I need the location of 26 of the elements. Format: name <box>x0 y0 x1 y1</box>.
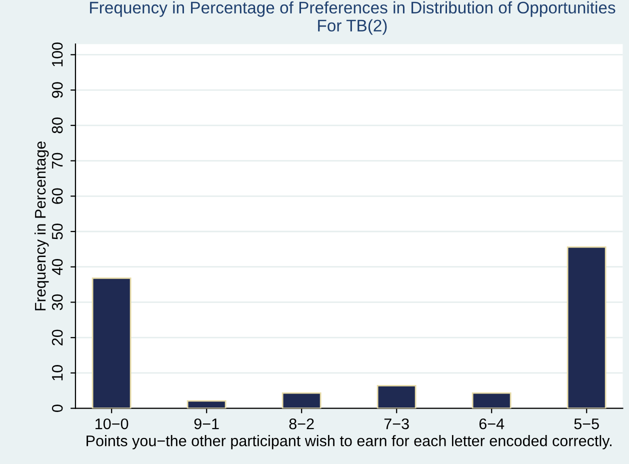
y-tick-label: 20 <box>52 330 63 346</box>
y-tick-label: 30 <box>52 294 63 310</box>
y-tick-label: 70 <box>52 152 63 168</box>
x-tick-label: 7−3 <box>384 418 409 430</box>
y-tick-label: 10 <box>52 365 63 380</box>
x-tick-label: 9−1 <box>194 418 219 430</box>
x-tick-label: 10−0 <box>96 418 128 430</box>
y-tick-label: 50 <box>52 224 63 240</box>
y-tick-label: 0 <box>52 404 63 412</box>
bar <box>282 392 322 408</box>
y-tick-label: 60 <box>52 188 63 204</box>
y-tick-label: 100 <box>52 42 63 66</box>
bar <box>186 400 226 408</box>
bar <box>566 246 606 408</box>
y-axis-title: Frequency in Percentage <box>34 142 49 310</box>
x-tick-label: 6−4 <box>479 418 504 430</box>
x-tick-label: 8−2 <box>289 418 314 430</box>
bar <box>472 392 512 408</box>
bar <box>92 277 132 408</box>
bar <box>376 384 416 408</box>
x-axis-title: Points you−the other participant wish to earn for each letter encoded correctly. <box>86 435 612 450</box>
chart-title: Frequency in Percentage of Preferences in Distribution of Opportunities For TB(2) <box>90 1 616 35</box>
x-tick-label: 5−5 <box>574 418 599 430</box>
y-tick-label: 80 <box>52 118 63 134</box>
y-tick-label: 90 <box>52 82 63 98</box>
y-tick-label: 40 <box>52 258 63 276</box>
